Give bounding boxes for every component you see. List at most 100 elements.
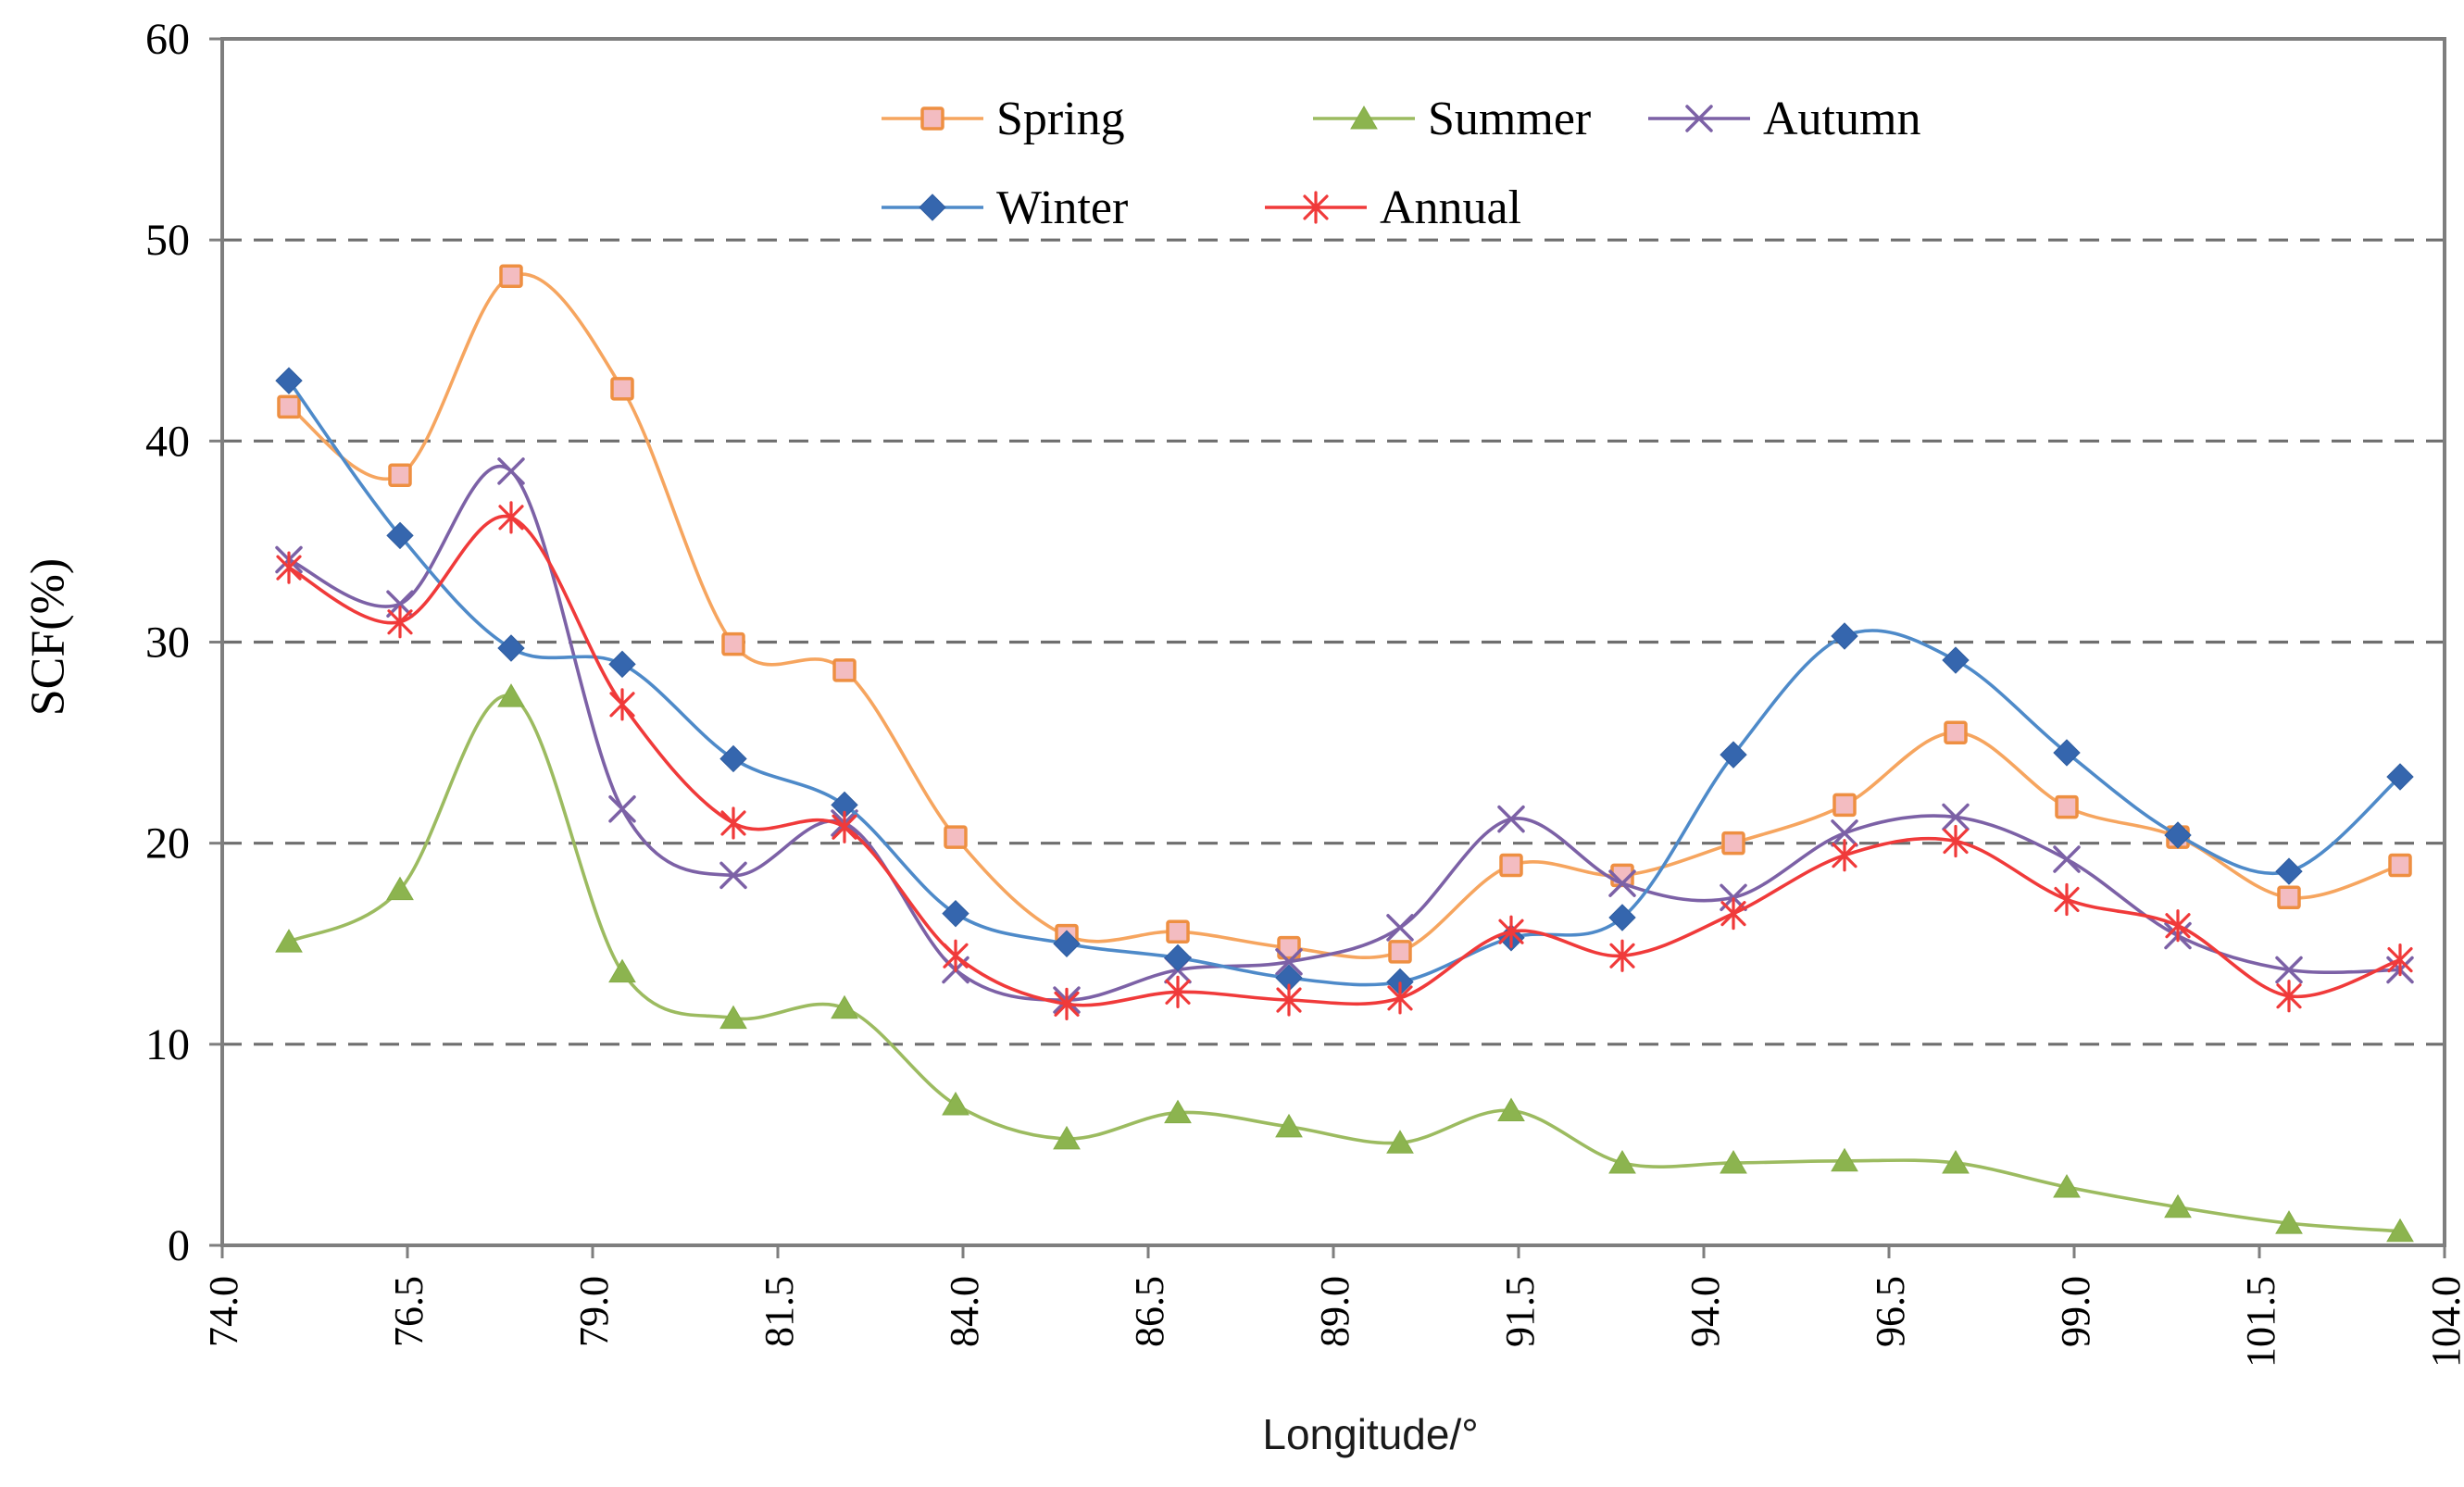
legend-label-summer: Summer xyxy=(1428,93,1591,145)
marker-annual xyxy=(1832,839,1857,872)
marker-autumn xyxy=(608,794,636,823)
marker-annual xyxy=(2387,943,2413,977)
marker-annual xyxy=(1609,939,1635,972)
marker-summer xyxy=(2164,1193,2192,1218)
marker-winter xyxy=(1942,646,1970,674)
marker-summer xyxy=(1942,1149,1970,1174)
legend-label-autumn: Autumn xyxy=(1763,93,1920,145)
marker-winter xyxy=(386,521,414,550)
legend-item-spring: Spring xyxy=(882,93,1125,145)
y-tick-label: 60 xyxy=(145,15,190,64)
legend-item-annual: Annual xyxy=(1265,181,1521,234)
marker-annual xyxy=(832,810,857,843)
marker-winter xyxy=(1720,741,1747,768)
marker-winter xyxy=(2386,763,2414,791)
series-line-autumn xyxy=(287,464,2402,1002)
legend-marker-spring xyxy=(920,106,944,131)
marker-annual xyxy=(498,501,524,534)
x-tick-label: 94.0 xyxy=(1682,1276,1728,1347)
x-tick-label: 104.0 xyxy=(2423,1276,2464,1368)
marker-autumn xyxy=(2275,956,2303,984)
marker-spring xyxy=(1166,919,1190,943)
marker-spring xyxy=(1499,853,1523,878)
marker-autumn xyxy=(497,457,525,485)
marker-annual xyxy=(1943,824,1969,858)
series-line-spring xyxy=(287,272,2402,960)
series-line-annual xyxy=(287,514,2402,1007)
y-tick-label: 50 xyxy=(145,216,190,265)
legend-item-summer: Summer xyxy=(1313,93,1591,145)
y-tick-label: 10 xyxy=(145,1020,190,1069)
marker-summer xyxy=(275,929,303,953)
marker-summer xyxy=(1386,1130,1414,1154)
marker-winter xyxy=(2164,821,2192,849)
marker-winter xyxy=(275,367,303,394)
x-tick-label: 89.0 xyxy=(1312,1276,1357,1347)
marker-annual xyxy=(2276,980,2302,1013)
marker-spring xyxy=(499,264,523,289)
marker-autumn xyxy=(1497,805,1525,833)
legend-marker-autumn xyxy=(1685,105,1713,132)
marker-summer xyxy=(2053,1174,2081,1198)
x-tick-label: 84.0 xyxy=(942,1276,987,1347)
marker-summer xyxy=(1275,1113,1303,1138)
marker-spring xyxy=(388,463,412,488)
marker-winter xyxy=(719,744,747,773)
marker-annual xyxy=(609,688,635,721)
marker-summer xyxy=(386,876,414,901)
marker-winter xyxy=(497,634,525,662)
legend-marker-winter xyxy=(919,194,946,221)
marker-summer xyxy=(2275,1210,2303,1234)
series-line-summer xyxy=(287,694,2402,1233)
marker-winter xyxy=(608,650,636,679)
marker-winter xyxy=(942,899,969,928)
marker-autumn xyxy=(1386,914,1414,942)
marker-annual xyxy=(1165,975,1191,1008)
marker-spring xyxy=(277,394,301,419)
marker-spring xyxy=(1832,793,1857,818)
marker-winter xyxy=(2053,739,2081,767)
marker-summer xyxy=(942,1091,969,1116)
marker-spring xyxy=(721,631,745,656)
y-tick-label: 0 xyxy=(168,1221,190,1270)
marker-spring xyxy=(1944,720,1968,744)
y-axis-title: SCF(%) xyxy=(21,557,75,717)
x-tick-label: 86.5 xyxy=(1127,1276,1172,1347)
marker-spring xyxy=(1277,935,1301,960)
marker-annual xyxy=(2165,909,2191,943)
marker-annual xyxy=(943,939,969,972)
series-line-winter xyxy=(287,379,2402,987)
marker-summer xyxy=(497,683,525,707)
x-tick-label: 96.5 xyxy=(1868,1276,1913,1347)
y-tick-label: 20 xyxy=(145,819,190,868)
y-tick-label: 40 xyxy=(145,417,190,466)
marker-summer xyxy=(1497,1097,1525,1121)
marker-annual xyxy=(1498,915,1524,948)
marker-summer xyxy=(1720,1149,1747,1174)
x-tick-label: 74.0 xyxy=(201,1276,246,1347)
legend-marker-annual xyxy=(1303,191,1329,224)
legend-item-autumn: Autumn xyxy=(1648,93,1920,145)
marker-autumn xyxy=(1831,819,1858,847)
x-tick-label: 76.5 xyxy=(386,1276,432,1347)
x-tick-label: 101.5 xyxy=(2238,1276,2283,1368)
y-tick-label: 30 xyxy=(145,619,190,668)
marker-summer xyxy=(831,994,858,1019)
marker-annual xyxy=(1276,983,1302,1017)
x-tick-label: 99.0 xyxy=(2053,1276,2098,1347)
legend-item-winter: Winter xyxy=(882,181,1128,234)
marker-annual xyxy=(1387,981,1413,1015)
marker-summer xyxy=(719,1005,747,1030)
marker-summer xyxy=(2386,1218,2414,1243)
marker-spring xyxy=(2388,853,2412,878)
marker-spring xyxy=(2277,885,2301,910)
marker-annual xyxy=(276,551,302,584)
marker-annual xyxy=(1720,897,1746,931)
marker-winter xyxy=(1831,622,1858,650)
marker-winter xyxy=(1053,930,1081,957)
x-tick-label: 81.5 xyxy=(757,1276,802,1347)
marker-summer xyxy=(1608,1149,1636,1174)
marker-spring xyxy=(2055,794,2079,819)
